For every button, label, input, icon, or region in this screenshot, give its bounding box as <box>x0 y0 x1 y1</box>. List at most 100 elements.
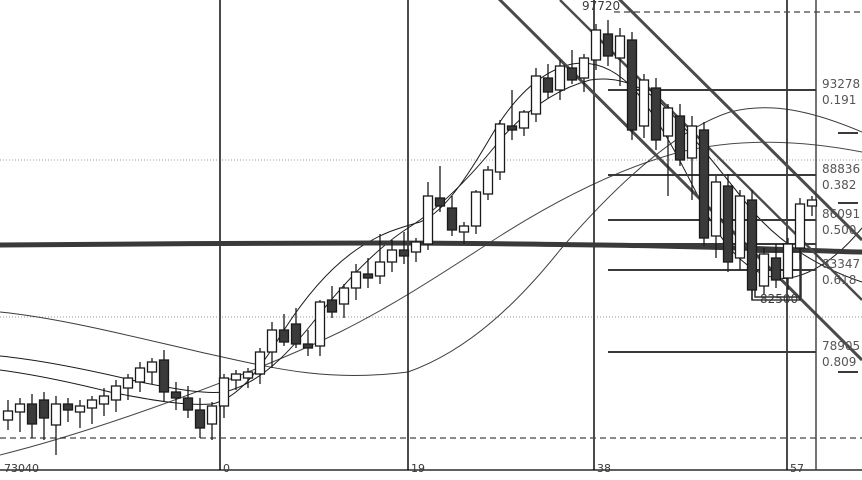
candlestick[interactable] <box>182 386 194 418</box>
candle-body-up <box>794 203 806 249</box>
candlestick[interactable] <box>14 398 26 432</box>
candlestick[interactable] <box>38 392 50 440</box>
candlestick[interactable] <box>326 286 338 318</box>
candlestick[interactable] <box>734 190 746 270</box>
candlestick[interactable] <box>530 68 542 122</box>
candlestick[interactable] <box>590 24 602 70</box>
candlestick[interactable] <box>206 402 218 440</box>
candlestick-series[interactable] <box>2 20 818 455</box>
candlestick[interactable] <box>74 400 86 428</box>
candlestick[interactable] <box>122 374 134 400</box>
candlestick[interactable] <box>458 222 470 244</box>
candlestick[interactable] <box>302 330 314 356</box>
candlestick[interactable] <box>338 284 350 318</box>
candlestick[interactable] <box>386 240 398 272</box>
candlestick[interactable] <box>86 396 98 424</box>
candlestick[interactable] <box>554 60 566 100</box>
candlestick[interactable] <box>242 368 254 388</box>
candlestick[interactable] <box>230 370 242 390</box>
candle-body-up <box>638 79 650 127</box>
candlestick[interactable] <box>614 28 626 86</box>
candlestick[interactable] <box>650 78 662 150</box>
candle-body-up <box>338 287 350 305</box>
candlestick[interactable] <box>698 122 710 246</box>
candlestick[interactable] <box>266 322 278 368</box>
fib-tick-marks <box>838 132 858 373</box>
candlestick[interactable] <box>278 314 290 346</box>
candle-body-up <box>74 405 86 413</box>
candlestick[interactable] <box>770 244 782 288</box>
candlestick[interactable] <box>746 190 758 300</box>
candlestick[interactable] <box>50 396 62 455</box>
trend-channel[interactable] <box>490 0 862 362</box>
candlestick[interactable] <box>290 308 302 348</box>
candlestick[interactable] <box>314 300 326 356</box>
candle-body-up <box>518 111 530 129</box>
candle-body-down <box>290 323 302 345</box>
candlestick[interactable] <box>674 104 686 166</box>
candle-body-down <box>194 409 206 429</box>
candlestick[interactable] <box>626 32 638 140</box>
candle-body-down <box>326 299 338 313</box>
candlestick[interactable] <box>362 258 374 288</box>
candlestick[interactable] <box>350 264 362 300</box>
candlestick[interactable] <box>542 64 554 98</box>
candlestick[interactable] <box>638 74 650 138</box>
candlestick[interactable] <box>758 248 770 294</box>
candlestick[interactable] <box>722 174 734 272</box>
candlestick[interactable] <box>422 182 434 250</box>
candlestick[interactable] <box>254 348 266 384</box>
candlestick[interactable] <box>482 166 494 200</box>
candle-body-down <box>506 125 518 131</box>
candlestick[interactable] <box>578 54 590 92</box>
candlestick[interactable] <box>566 50 578 84</box>
candle-body-down <box>566 67 578 81</box>
candlestick[interactable] <box>158 350 170 402</box>
x-axis-tick-label: 38 <box>597 462 611 475</box>
candlestick[interactable] <box>218 374 230 418</box>
bottom-left-price-label: 73040 <box>4 462 39 475</box>
candlestick[interactable] <box>662 104 674 196</box>
candle-body-down <box>698 129 710 239</box>
fib-ratio-label: 0.500 <box>822 223 857 237</box>
candlestick[interactable] <box>806 196 818 216</box>
candlestick[interactable] <box>134 362 146 392</box>
candlestick[interactable] <box>782 238 794 290</box>
candle-body-up <box>686 125 698 159</box>
candlestick[interactable] <box>518 110 530 136</box>
candlestick[interactable] <box>62 398 74 422</box>
candle-body-up <box>482 169 494 195</box>
candle-body-up <box>530 75 542 115</box>
candle-body-up <box>134 367 146 383</box>
candle-body-up <box>386 249 398 263</box>
candle-body-up <box>458 225 470 233</box>
candlestick[interactable] <box>170 382 182 410</box>
candlestick[interactable] <box>434 166 446 212</box>
candlestick[interactable] <box>2 400 14 430</box>
candle-body-up <box>422 195 434 245</box>
candlestick[interactable] <box>494 120 506 180</box>
candlestick[interactable] <box>98 388 110 416</box>
candlestick[interactable] <box>374 234 386 284</box>
candle-body-down <box>62 403 74 411</box>
candlestick[interactable] <box>110 380 122 412</box>
candlestick[interactable] <box>398 232 410 264</box>
candlestick[interactable] <box>410 238 422 262</box>
candle-body-down <box>26 403 38 425</box>
candle-body-up <box>410 241 422 253</box>
candlestick[interactable] <box>146 358 158 384</box>
candlestick[interactable] <box>194 398 206 438</box>
candlestick[interactable] <box>710 176 722 258</box>
candlestick[interactable] <box>446 196 458 236</box>
candlestick[interactable] <box>686 116 698 200</box>
fib-ratio-label: 0.618 <box>822 273 857 287</box>
candle-body-down <box>650 87 662 141</box>
candlestick[interactable] <box>470 190 482 234</box>
candlestick[interactable] <box>794 198 806 260</box>
candlestick[interactable] <box>506 90 518 140</box>
candle-body-down <box>158 359 170 393</box>
candlestick[interactable] <box>26 394 38 438</box>
candlestick[interactable] <box>602 20 614 66</box>
